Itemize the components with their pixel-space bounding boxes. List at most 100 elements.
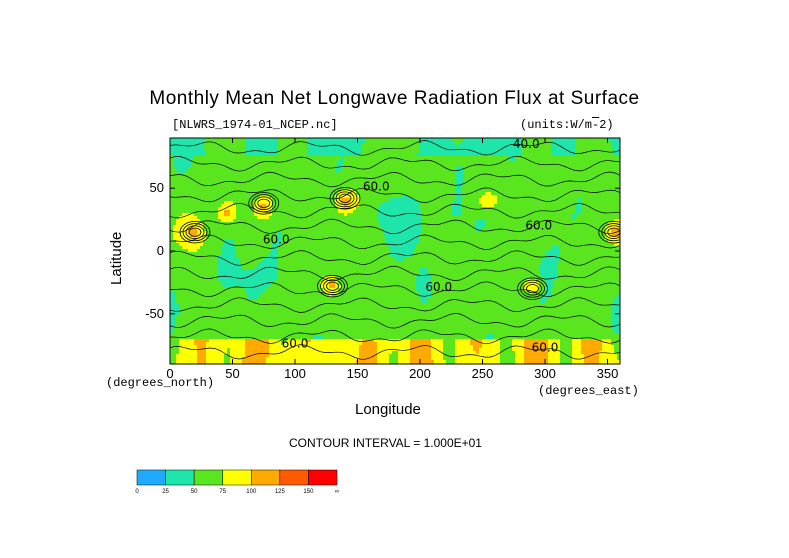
heatmap-cell [194,219,198,223]
heatmap-cell [377,186,381,190]
heatmap-cell [458,207,462,211]
heatmap-cell [464,150,468,154]
heatmap-cell [476,138,480,142]
heatmap-cell [173,171,177,175]
heatmap-cell [599,213,603,217]
heatmap-cell [308,171,312,175]
heatmap-cell [407,153,411,157]
heatmap-cell [431,210,435,214]
heatmap-cell [263,168,267,172]
heatmap-cell [185,162,189,166]
heatmap-cell [233,222,237,226]
heatmap-cell [194,168,198,172]
heatmap-cell [425,195,429,199]
heatmap-cell [527,141,531,145]
heatmap-cell [572,192,576,196]
heatmap-cell [482,222,486,226]
heatmap-cell [218,234,222,238]
heatmap-cell [413,189,417,193]
heatmap-cell [359,228,363,232]
heatmap-cell [593,216,597,220]
heatmap-cell [260,207,264,211]
heatmap-cell [176,141,180,145]
heatmap-cell [248,156,252,160]
heatmap-cell [245,144,249,148]
heatmap-cell [221,201,225,205]
heatmap-cell [239,231,243,235]
heatmap-cell [236,198,240,202]
heatmap-cell [401,180,405,184]
heatmap-cell [341,144,345,148]
heatmap-cell [503,213,507,217]
heatmap-cell [482,204,486,208]
heatmap-cell [503,222,507,226]
heatmap-cell [476,180,480,184]
heatmap-cell [548,201,552,205]
heatmap-cell [596,198,600,202]
heatmap-cell [332,234,336,238]
heatmap-cell [455,171,459,175]
heatmap-cell [377,207,381,211]
heatmap-cell [269,159,273,163]
heatmap-cell [275,195,279,199]
heatmap-cell [587,153,591,157]
heatmap-cell [575,216,579,220]
heatmap-cell [383,225,387,229]
heatmap-cell [443,210,447,214]
heatmap-cell [602,207,606,211]
heatmap-cell [407,168,411,172]
heatmap-cell [611,183,615,187]
heatmap-cell [404,162,408,166]
heatmap-cell [443,180,447,184]
heatmap-cell [488,156,492,160]
heatmap-cell [185,234,189,238]
heatmap-cell [431,177,435,181]
heatmap-cell [548,141,552,145]
heatmap-cell [548,183,552,187]
heatmap-cell [329,168,333,172]
heatmap-cell [515,177,519,181]
heatmap-cell [533,189,537,193]
heatmap-cell [539,174,543,178]
heatmap-cell [245,174,249,178]
heatmap-cell [374,141,378,145]
heatmap-cell [227,198,231,202]
heatmap-cell [221,168,225,172]
heatmap-cell [608,165,612,169]
heatmap-cell [308,222,312,226]
heatmap-cell [284,159,288,163]
heatmap-cell [380,162,384,166]
heatmap-cell [590,153,594,157]
heatmap-cell [389,183,393,187]
heatmap-cell [467,153,471,157]
heatmap-cell [296,150,300,154]
heatmap-cell [593,159,597,163]
heatmap-cell [401,162,405,166]
heatmap-cell [281,153,285,157]
heatmap-cell [227,183,231,187]
heatmap-cell [506,234,510,238]
heatmap-cell [485,204,489,208]
heatmap-cell [605,201,609,205]
heatmap-cell [557,162,561,166]
heatmap-cell [548,147,552,151]
heatmap-cell [596,192,600,196]
heatmap-cell [584,174,588,178]
heatmap-cell [284,189,288,193]
heatmap-cell [269,195,273,199]
heatmap-cell [209,183,213,187]
heatmap-cell [356,144,360,148]
heatmap-cell [521,207,525,211]
heatmap-cell [305,153,309,157]
heatmap-cell [488,216,492,220]
heatmap-cell [467,222,471,226]
heatmap-cell [401,174,405,178]
heatmap-cell [464,231,468,235]
heatmap-cell [398,180,402,184]
heatmap-cell [272,189,276,193]
heatmap-cell [443,222,447,226]
heatmap-cell [551,153,555,157]
heatmap-cell [533,186,537,190]
heatmap-cell [269,183,273,187]
heatmap-cell [245,192,249,196]
